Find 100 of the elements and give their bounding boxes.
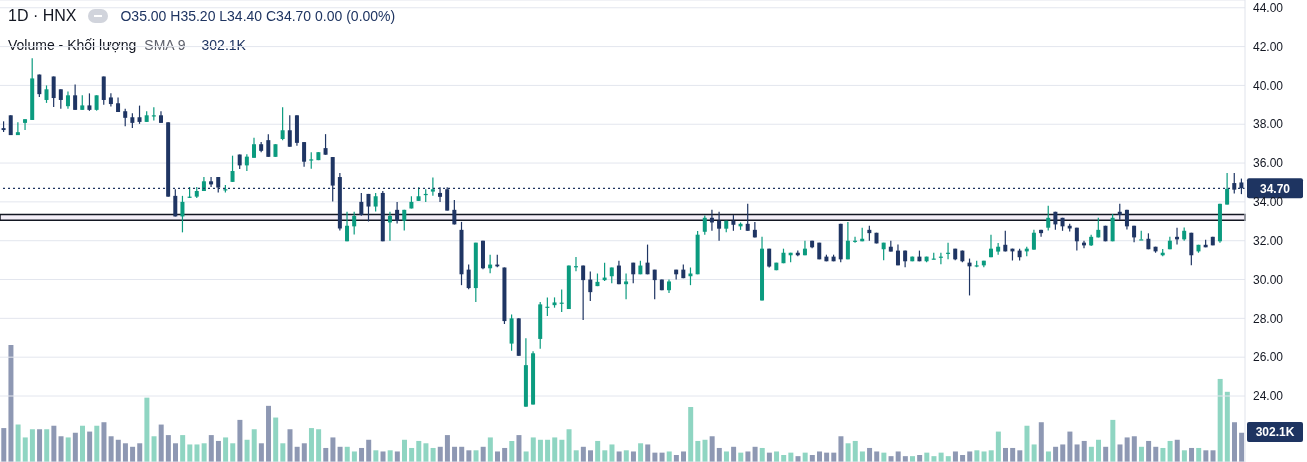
bar xyxy=(1110,419,1116,462)
text: O35.00 H35.20 L34.40 C34.70 0.00 (0.00%) xyxy=(120,8,396,24)
bar xyxy=(1189,447,1195,462)
y-tick-label: 28.00 xyxy=(1253,311,1284,326)
bar xyxy=(487,437,493,462)
candlestick xyxy=(652,269,657,300)
candlestick xyxy=(996,242,1001,256)
bar xyxy=(1053,446,1059,462)
bar xyxy=(1,428,7,462)
bar xyxy=(373,450,379,462)
bar xyxy=(859,451,865,462)
candlestick xyxy=(581,264,586,321)
bar xyxy=(280,443,286,462)
candlestick xyxy=(1110,213,1115,242)
y-tick-label: 42.00 xyxy=(1253,39,1284,54)
bar xyxy=(165,435,171,462)
bar xyxy=(1096,439,1102,462)
y-tick-label: 40.00 xyxy=(1253,78,1284,93)
bar xyxy=(537,439,543,462)
bar xyxy=(595,440,601,462)
bar xyxy=(895,451,901,462)
bar xyxy=(444,435,450,462)
candlestick xyxy=(373,192,378,213)
bar xyxy=(173,443,179,462)
candlestick xyxy=(452,199,457,225)
bar xyxy=(1074,444,1080,462)
bar xyxy=(552,437,558,462)
bar xyxy=(838,436,844,462)
bar xyxy=(494,451,500,462)
candlestick xyxy=(51,75,56,108)
bar xyxy=(65,437,71,462)
bar xyxy=(874,451,880,462)
candlestick xyxy=(745,203,750,232)
candlestick xyxy=(717,211,722,242)
candlestick xyxy=(252,137,257,159)
bar xyxy=(323,447,329,462)
bar xyxy=(752,446,758,462)
bar xyxy=(816,451,822,462)
y-tick-label: 30.00 xyxy=(1253,272,1284,287)
bar xyxy=(1045,451,1051,462)
bar xyxy=(308,428,314,462)
bar xyxy=(359,447,365,462)
y-tick-label: 44.00 xyxy=(1253,1,1284,16)
annotation: 302.1K xyxy=(201,37,246,53)
bar xyxy=(29,429,35,462)
bar xyxy=(602,450,608,462)
bar xyxy=(344,446,350,462)
bar xyxy=(158,424,164,462)
bar xyxy=(516,435,522,462)
bar xyxy=(545,439,551,462)
candlestick xyxy=(173,188,178,218)
bar xyxy=(1217,378,1223,462)
bar xyxy=(409,447,415,462)
y-tick-label: 36.00 xyxy=(1253,156,1284,171)
bar xyxy=(130,446,136,462)
bar xyxy=(79,425,85,462)
bar xyxy=(423,443,429,462)
candlestick xyxy=(845,221,850,260)
bar xyxy=(1210,450,1216,462)
bar xyxy=(1081,440,1087,462)
bar xyxy=(666,451,672,462)
bar xyxy=(1224,391,1230,462)
bar xyxy=(1239,432,1245,462)
candlestick xyxy=(387,211,392,242)
bar xyxy=(759,447,765,462)
bar xyxy=(573,450,579,462)
bar xyxy=(1174,439,1180,462)
candlestick xyxy=(1031,229,1036,251)
bar xyxy=(316,429,322,462)
bar xyxy=(1010,447,1016,462)
candlestick xyxy=(624,272,629,300)
bar xyxy=(115,439,121,462)
bar xyxy=(437,446,443,462)
bar xyxy=(51,425,57,462)
bar xyxy=(1146,440,1152,462)
bar xyxy=(1067,431,1073,462)
bar xyxy=(480,446,486,462)
bar xyxy=(337,446,343,462)
bar xyxy=(688,407,694,462)
bar xyxy=(988,450,994,462)
bar xyxy=(1167,440,1173,462)
bar xyxy=(1088,446,1094,462)
bar xyxy=(709,436,715,462)
bar xyxy=(952,451,958,462)
candlestick xyxy=(101,75,106,106)
bar xyxy=(466,450,472,462)
candlestick xyxy=(23,118,28,131)
bar xyxy=(681,451,687,462)
bar xyxy=(1117,444,1123,462)
bar xyxy=(1024,425,1030,462)
bar xyxy=(208,435,214,462)
candlestick xyxy=(466,263,471,290)
bar xyxy=(194,444,200,462)
bar xyxy=(366,439,372,462)
bar xyxy=(452,446,458,462)
bar xyxy=(459,446,465,462)
bar xyxy=(502,447,508,462)
text: 302.1K xyxy=(1247,422,1303,442)
bar xyxy=(645,444,651,462)
bar xyxy=(981,451,987,462)
